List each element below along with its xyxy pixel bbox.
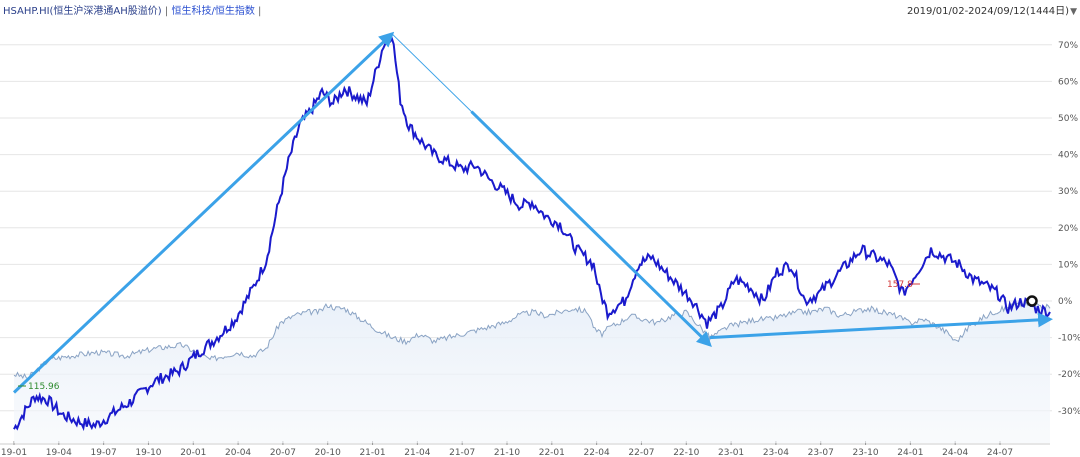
secondary-area: [14, 302, 1050, 443]
x-tick-label: 23-10: [852, 448, 878, 457]
x-tick-label: 19-04: [46, 448, 72, 457]
y-tick-label: 50%: [1058, 114, 1078, 124]
trend-arrow: [709, 312, 1053, 340]
cursor-marker[interactable]: [1026, 295, 1038, 307]
x-tick-label: 23-04: [763, 448, 789, 457]
header-separator: |: [164, 6, 169, 17]
date-range-selector[interactable]: 2019/01/02-2024/09/12(1444日)▼: [907, 2, 1077, 17]
y-tick-label: 20%: [1058, 224, 1078, 234]
x-tick-label: 22-07: [628, 448, 654, 457]
x-tick-label: 20-07: [270, 448, 296, 457]
x-tick-label: 24-01: [897, 448, 923, 457]
x-axis: 19-01 19-04 19-07 19-10 20-01 20-04 20-07 20-10…: [0, 441, 1050, 457]
y-tick-label: -30%: [1058, 407, 1080, 417]
x-tick-label: 20-04: [225, 448, 251, 457]
x-tick-label: 19-07: [91, 448, 117, 457]
x-tick-label: 20-10: [315, 448, 341, 457]
x-tick-label: 21-07: [449, 448, 475, 457]
triangle-down-icon[interactable]: ▼: [1070, 7, 1077, 17]
x-tick-label: 21-04: [404, 448, 430, 457]
trend-arrows: [12, 31, 1053, 394]
x-tick-label: 23-01: [718, 448, 744, 457]
x-tick-label: 21-10: [494, 448, 520, 457]
trend-arrow: [470, 110, 712, 348]
x-tick-label: 23-07: [808, 448, 834, 457]
x-tick-label: 20-01: [180, 448, 206, 457]
x-tick-label: 24-04: [942, 448, 968, 457]
y-tick-label: 0%: [1058, 297, 1073, 307]
y-tick-label: 10%: [1058, 260, 1078, 270]
y-tick-label: -10%: [1058, 334, 1080, 344]
x-tick-label: 22-04: [584, 448, 610, 457]
x-tick-label: 24-07: [987, 448, 1013, 457]
y-tick-label: 30%: [1058, 187, 1078, 197]
y-tick-label: 70%: [1058, 41, 1078, 51]
x-tick-label: 19-01: [1, 448, 27, 457]
header-separator-2: |: [258, 6, 262, 17]
main-series-line: [13, 36, 1051, 432]
date-range-label: 2019/01/02-2024/09/12(1444日): [906, 6, 1070, 17]
x-tick-label: 19-10: [135, 448, 161, 457]
low-label: 115.96: [28, 382, 60, 392]
x-tick-label: 22-10: [673, 448, 699, 457]
trend-arrow: [12, 31, 395, 394]
secondary-series-line: [13, 300, 1051, 380]
symbol-label[interactable]: HSAHP.HI(恒生沪深港通AH股溢价): [3, 6, 162, 17]
high-label: 157.8: [887, 280, 913, 290]
chart-header: HSAHP.HI(恒生沪深港通AH股溢价) | 恒生科技/恒生指数 |: [3, 2, 261, 17]
annotations: 115.96 157.8: [18, 280, 920, 392]
x-tick-label: 21-01: [359, 448, 385, 457]
y-tick-label: 60%: [1058, 77, 1078, 87]
y-tick-label: 40%: [1058, 151, 1078, 161]
y-tick-label: -20%: [1058, 370, 1080, 380]
compare-link[interactable]: 恒生科技/恒生指数: [171, 6, 255, 17]
x-tick-label: 22-01: [539, 448, 565, 457]
y-axis: 70% 60% 50% 40% 30% 20% 10% 0% -10% -20% -30%: [1058, 41, 1080, 417]
